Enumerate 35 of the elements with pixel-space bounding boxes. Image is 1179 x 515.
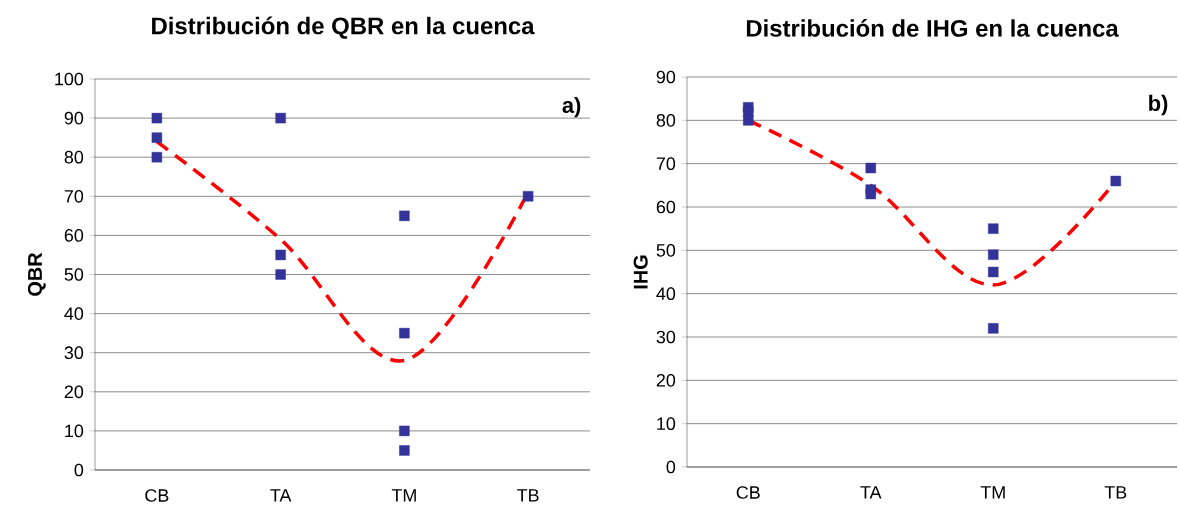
x-tick-label: TB bbox=[1104, 486, 1127, 499]
annotation: a) bbox=[562, 96, 581, 118]
y-tick-label: 0 bbox=[666, 460, 676, 474]
chart-title: Distribución de IHG en la cuenca bbox=[746, 19, 1119, 37]
x-tick-label: TM bbox=[391, 489, 416, 502]
y-tick-label: 60 bbox=[656, 200, 676, 214]
x-tick-label: TA bbox=[270, 489, 292, 502]
y-tick-label: 80 bbox=[64, 150, 84, 164]
y-tick-label: 50 bbox=[656, 243, 676, 257]
x-tick-label: CB bbox=[736, 486, 760, 499]
y-tick-label: 60 bbox=[64, 229, 84, 242]
y-tick-label: 30 bbox=[656, 330, 676, 344]
y-tick-label: 90 bbox=[64, 111, 84, 125]
y-tick-label: 30 bbox=[64, 346, 84, 360]
chart-title: Distribución de QBR en la cuenca bbox=[152, 16, 535, 39]
x-tick-label: TB bbox=[517, 489, 539, 502]
x-tick-label: TA bbox=[860, 486, 882, 499]
y-tick-label: 80 bbox=[656, 113, 676, 127]
y-tick-label: 10 bbox=[65, 424, 84, 438]
y-tick-label: 40 bbox=[64, 307, 84, 320]
y-tick-label: 20 bbox=[64, 385, 84, 399]
y-tick-label: 70 bbox=[64, 189, 84, 203]
y-tick-label: 90 bbox=[656, 70, 676, 84]
annotation: b) bbox=[1149, 94, 1168, 116]
y-tick-label: 0 bbox=[74, 463, 84, 477]
y-tick-label: 100 bbox=[55, 72, 84, 86]
y-tick-label: 70 bbox=[656, 157, 676, 171]
y-tick-label: 50 bbox=[64, 268, 84, 281]
y-axis-title: QBR bbox=[27, 252, 46, 296]
x-tick-label: TM bbox=[980, 486, 1005, 499]
y-tick-label: 10 bbox=[657, 417, 676, 431]
y-axis-title: IHG bbox=[633, 255, 648, 289]
y-tick-label: 20 bbox=[656, 373, 676, 387]
y-tick-label: 40 bbox=[656, 287, 676, 301]
x-tick-label: CB bbox=[145, 489, 169, 502]
